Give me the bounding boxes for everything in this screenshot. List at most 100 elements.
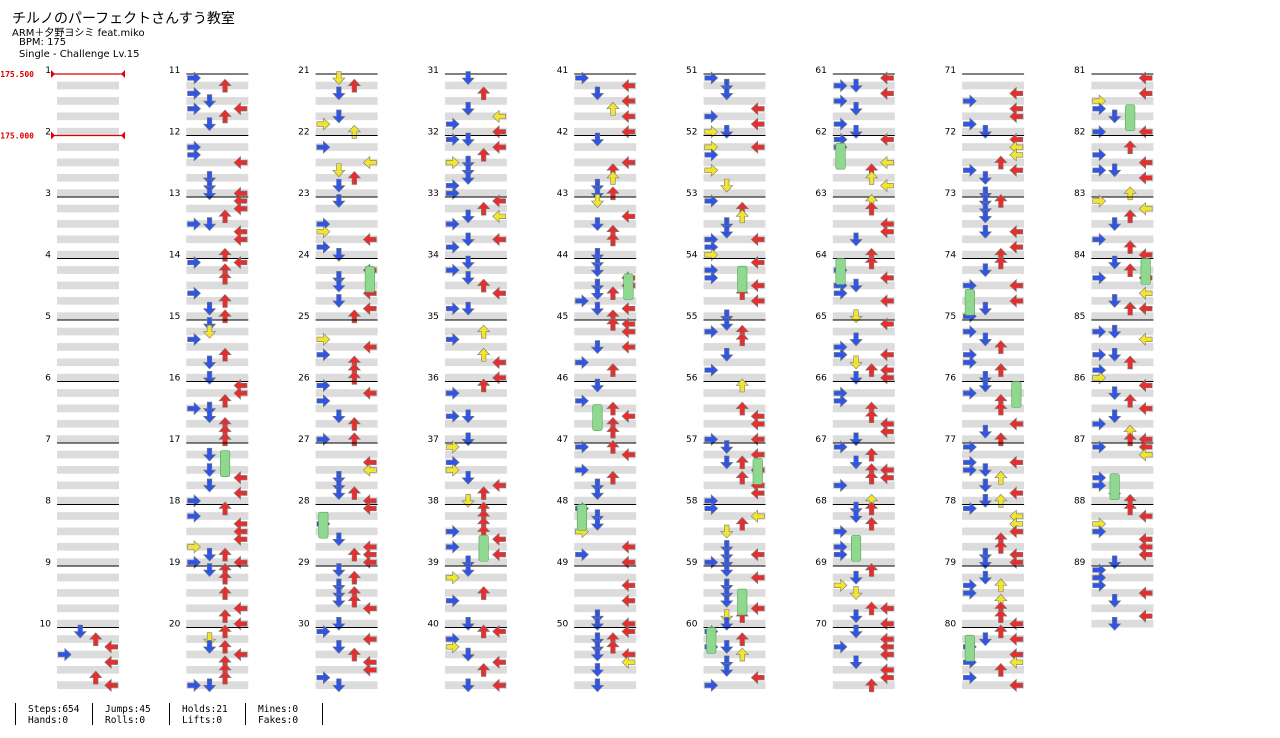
beat-band — [1091, 558, 1154, 566]
down-arrow-note — [849, 432, 863, 447]
beat-band — [574, 220, 637, 228]
left-arrow-note — [316, 432, 331, 446]
beat-band — [444, 143, 507, 151]
right-arrow-note — [621, 155, 636, 170]
bpm-change-value: 175.000 — [0, 132, 34, 141]
beat-band — [1091, 466, 1154, 474]
down-arrow-note — [849, 609, 863, 624]
beat-band — [57, 220, 119, 228]
hold-note — [364, 265, 375, 293]
hold-note — [220, 450, 231, 477]
beat-band — [574, 512, 637, 520]
left-arrow-note — [445, 217, 460, 231]
left-arrow-note — [445, 301, 460, 316]
beat-band — [57, 619, 119, 628]
measure-number: 16 — [169, 374, 181, 384]
down-arrow-note — [332, 178, 346, 193]
down-arrow-note — [720, 347, 734, 362]
beat-band — [832, 589, 895, 597]
down-arrow-note — [461, 171, 475, 185]
up-arrow-note — [1123, 301, 1137, 316]
left-arrow-note — [1092, 232, 1107, 247]
right-arrow-note — [621, 409, 636, 423]
measure-number: 48 — [557, 497, 569, 507]
up-arrow-note — [476, 662, 491, 677]
beat-band — [1091, 358, 1154, 367]
down-arrow-note — [1107, 409, 1122, 424]
up-arrow-note — [218, 501, 232, 516]
up-arrow-note — [218, 78, 232, 93]
up-arrow-note — [218, 639, 232, 654]
beat-band — [574, 158, 637, 167]
up-arrow-note — [864, 447, 879, 462]
beat-band — [315, 327, 378, 336]
beat-band — [186, 558, 249, 566]
beat-band — [832, 558, 895, 566]
measure-number: 64 — [815, 251, 827, 261]
right-arrow-note — [233, 102, 248, 116]
down-arrow-note — [720, 609, 734, 624]
down-arrow-note — [849, 570, 863, 585]
right-arrow-note — [750, 670, 765, 685]
measure-number: 5 — [45, 312, 51, 322]
right-arrow-note — [1138, 71, 1153, 85]
beat-band — [962, 143, 1025, 151]
beat-band — [444, 573, 507, 582]
beat-band — [574, 542, 637, 551]
left-arrow-note — [963, 355, 977, 370]
beat-band — [574, 404, 637, 413]
left-arrow-note — [1092, 102, 1107, 116]
left-arrow-note — [963, 670, 977, 685]
left-arrow-note — [187, 540, 201, 554]
right-arrow-note — [362, 463, 377, 477]
beat-band — [1091, 542, 1154, 551]
up-arrow-note — [606, 317, 620, 331]
down-arrow-note — [590, 178, 605, 193]
beat-band — [703, 573, 766, 582]
measure-number: 23 — [298, 189, 309, 199]
beat-band — [1091, 419, 1154, 428]
beat-band — [315, 419, 378, 428]
measure-number: 42 — [557, 128, 568, 138]
beat-band — [57, 527, 119, 536]
song-artist: ARM＋夕野ヨシミ feat.miko — [12, 28, 145, 39]
measure-number: 86 — [1074, 374, 1086, 384]
beat-band — [315, 173, 378, 182]
beat-band — [962, 296, 1025, 305]
beat-band — [57, 281, 119, 290]
left-arrow-note — [963, 386, 977, 400]
left-arrow-note — [57, 647, 72, 662]
up-arrow-note — [864, 470, 879, 485]
left-arrow-note — [963, 163, 977, 177]
right-arrow-note — [233, 601, 248, 616]
right-arrow-note — [750, 278, 765, 293]
up-arrow-note — [476, 624, 491, 639]
beat-band — [574, 81, 637, 90]
down-arrow-note — [202, 401, 217, 416]
down-arrow-note — [849, 655, 863, 670]
down-arrow-note — [720, 617, 734, 631]
beat-band — [186, 235, 249, 244]
beat-band — [444, 296, 507, 305]
beat-band — [186, 143, 249, 151]
down-arrow-note — [590, 640, 605, 654]
beat-band — [186, 250, 249, 259]
lifts-count: Lifts:0 — [182, 715, 223, 726]
beat-band — [574, 204, 637, 213]
down-arrow-note — [332, 71, 346, 85]
down-arrow-note — [978, 494, 993, 508]
down-arrow-note — [978, 547, 993, 562]
beat-band — [186, 619, 249, 628]
beat-band — [703, 235, 766, 244]
beat-band — [703, 450, 766, 459]
up-arrow-note — [606, 101, 620, 116]
beat-band — [574, 358, 637, 367]
left-arrow-note — [833, 94, 848, 108]
beat-band — [703, 250, 766, 259]
measure-number: 53 — [686, 189, 697, 199]
beat-band — [186, 296, 249, 305]
down-arrow-note — [332, 278, 346, 293]
left-arrow-note — [704, 363, 719, 377]
beat-band — [574, 496, 637, 505]
beat-band — [574, 112, 637, 121]
